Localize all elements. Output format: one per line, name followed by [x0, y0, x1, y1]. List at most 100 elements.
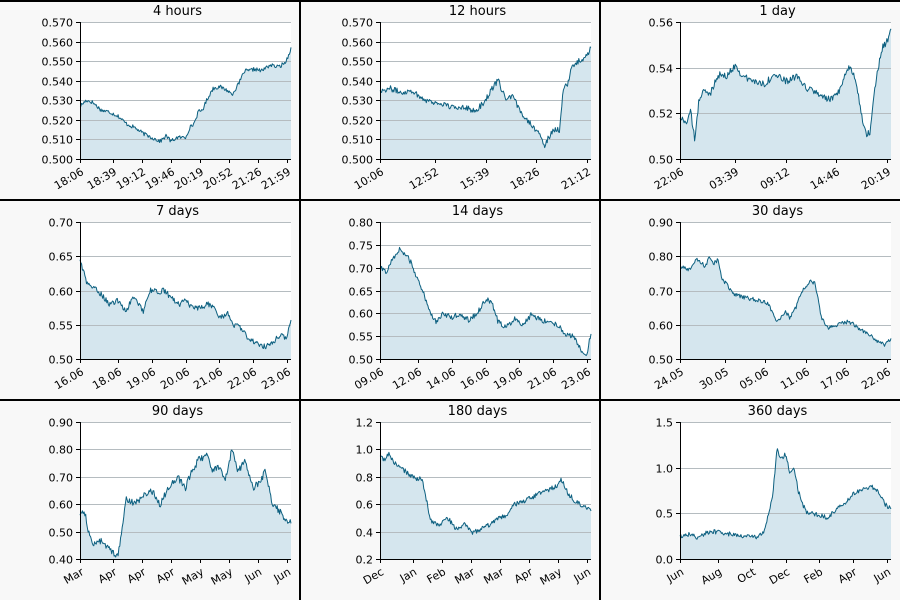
- x-tick-label-14-06: 14.06: [424, 365, 458, 392]
- y-tick-label: 0.60: [649, 320, 674, 333]
- y-tick-label: 0.60: [49, 286, 74, 299]
- y-tick-label: 0.40: [49, 554, 74, 567]
- y-tick-label: 0.50: [649, 354, 674, 367]
- y-tick-label: 0.560: [42, 37, 74, 50]
- x-tick-label-mar: Mar: [62, 565, 87, 587]
- y-tick-label: 0.510: [42, 134, 74, 147]
- y-tick-label: 0.4: [356, 527, 374, 540]
- x-tick-label-may: May: [538, 565, 565, 588]
- y-tick-label: 0.80: [49, 444, 74, 457]
- y-tick-label: 0.90: [49, 417, 74, 430]
- series-area: [680, 256, 891, 359]
- y-tick-label: 0.570: [42, 17, 74, 30]
- x-tick-label-apr: Apr: [125, 565, 148, 586]
- series-area: [380, 247, 591, 359]
- x-tick-label-apr: Apr: [96, 565, 119, 586]
- series-line: [679, 28, 892, 142]
- y-tick-label: 0.50: [49, 527, 74, 540]
- y-tick-label: 0.55: [49, 320, 74, 333]
- y-tick-label: 0.60: [49, 499, 74, 512]
- chart-14-days: 14 days 0.50 0.55 0.60 0.65 0.70 0.75 0.80 09.06…: [349, 204, 594, 392]
- y-tick-label: 0.70: [49, 217, 74, 230]
- chart-panel-30-days: 30 days 0.50 0.60 0.70 0.80 0.90 24.05 30.05 05.…: [600, 200, 900, 400]
- y-tick-label: 0.80: [349, 217, 374, 230]
- series-area: [680, 28, 891, 159]
- x-tick-label-jun: Jun: [242, 565, 264, 585]
- y-tick-label: 0.500: [42, 154, 74, 167]
- y-tick-label: 0.50: [349, 354, 374, 367]
- x-tick-label-30-05: 30.05: [697, 365, 731, 392]
- y-tick-label: 0.540: [342, 76, 374, 89]
- y-tick-label: 1.5: [656, 417, 674, 430]
- chart-4-hours: 4 hours 0.500 0.510 0.520 0.530 0.540 0.550 0.5…: [42, 4, 294, 192]
- y-tick-label: 0.510: [342, 134, 374, 147]
- x-tick-label-jun: Jun: [664, 565, 686, 585]
- chart-title: 1 day: [759, 4, 796, 19]
- chart-title: 180 days: [448, 404, 508, 419]
- series-area: [80, 47, 291, 159]
- y-tick-label: 0.70: [49, 472, 74, 485]
- series-line: [379, 246, 592, 357]
- series-line: [79, 449, 292, 558]
- y-tick-label: 0.550: [42, 56, 74, 69]
- x-tick-label-20-19: 20:19: [859, 165, 893, 192]
- chart-title: 4 hours: [153, 4, 202, 19]
- y-tick-label: 0.6: [356, 499, 374, 512]
- chart-12-hours: 12 hours 0.500 0.510 0.520 0.530 0.540 0.550 0.…: [342, 4, 594, 192]
- x-tick-label-19-06: 19.06: [124, 365, 158, 392]
- chart-panel-360-days: 360 days 0.0 0.5 1.0 1.5 Jun Aug Oct Dec Feb Apr Ju…: [600, 400, 900, 600]
- x-tick-label-apr: Apr: [154, 565, 177, 586]
- y-tick-label: 0.540: [42, 76, 74, 89]
- x-tick-label-15-39: 15:39: [458, 165, 492, 192]
- y-tick-label: 0.50: [49, 354, 74, 367]
- y-tick-label: 0.500: [342, 154, 374, 167]
- y-tick-label: 0.65: [49, 251, 74, 264]
- chart-title: 12 hours: [449, 4, 506, 19]
- y-tick-label: 0.50: [649, 154, 674, 167]
- x-tick-label-aug: Aug: [699, 565, 724, 587]
- x-tick-label-dec: Dec: [767, 565, 792, 587]
- chart-7-days: 7 days 0.50 0.55 0.60 0.65 0.70 16.06 18.06 19.0…: [49, 204, 294, 392]
- x-tick-label-20-06: 20.06: [158, 365, 192, 392]
- x-tick-label-17-06: 17.06: [818, 365, 852, 392]
- series-line: [379, 46, 592, 149]
- x-tick-label-21-59: 21:59: [259, 165, 293, 192]
- chart-panel-7-days: 7 days 0.50 0.55 0.60 0.65 0.70 16.06 18.06 19.0…: [0, 200, 300, 400]
- x-tick-label-12-06: 12.06: [390, 365, 424, 392]
- x-tick-label-feb: Feb: [425, 565, 448, 586]
- x-tick-label-may: May: [209, 565, 236, 588]
- y-tick-label: 0.570: [342, 17, 374, 30]
- y-tick-label: 1.0: [356, 444, 374, 457]
- x-tick-label-apr: Apr: [836, 565, 859, 586]
- x-tick-label-21-12: 21:12: [559, 165, 593, 192]
- y-tick-label: 0.530: [42, 95, 74, 108]
- chart-title: 360 days: [748, 404, 808, 419]
- x-tick-label-19-46: 19:46: [143, 165, 177, 192]
- y-tick-label: 0.56: [649, 17, 674, 30]
- series-line: [379, 451, 592, 535]
- x-tick-label-11-06: 11.06: [778, 365, 812, 392]
- x-tick-label-05-06: 05.06: [737, 365, 771, 392]
- x-tick-label-21-26: 21:26: [230, 165, 264, 192]
- y-tick-label: 0.54: [649, 63, 674, 76]
- chart-panel-12-hours: 12 hours 0.500 0.510 0.520 0.530 0.540 0.550 0.…: [300, 0, 600, 200]
- chart-title: 30 days: [752, 204, 804, 219]
- chart-panel-180-days: 180 days 0.2 0.4 0.6 0.8 1.0 1.2 Dec Jan Feb Mar Ma…: [300, 400, 600, 600]
- y-tick-label: 0.52: [649, 108, 674, 121]
- y-tick-label: 0.60: [349, 308, 374, 321]
- x-tick-label-18-06: 18.06: [90, 365, 124, 392]
- x-tick-label-dec: Dec: [361, 565, 386, 587]
- x-tick-label-jun: Jun: [571, 565, 593, 585]
- x-tick-label-10-06: 10:06: [352, 165, 386, 192]
- divider-top: [0, 0, 900, 2]
- x-tick-label-22-06: 22:06: [652, 165, 686, 192]
- x-tick-label-mar: Mar: [482, 565, 507, 587]
- x-tick-label-oct: Oct: [735, 565, 759, 586]
- chart-title: 7 days: [156, 204, 199, 219]
- x-tick-label-16-06: 16.06: [52, 365, 86, 392]
- x-tick-label-mar: Mar: [453, 565, 478, 587]
- chart-30-days: 30 days 0.50 0.60 0.70 0.80 0.90 24.05 30.05 05.…: [649, 204, 894, 392]
- y-tick-label: 0.75: [349, 240, 374, 253]
